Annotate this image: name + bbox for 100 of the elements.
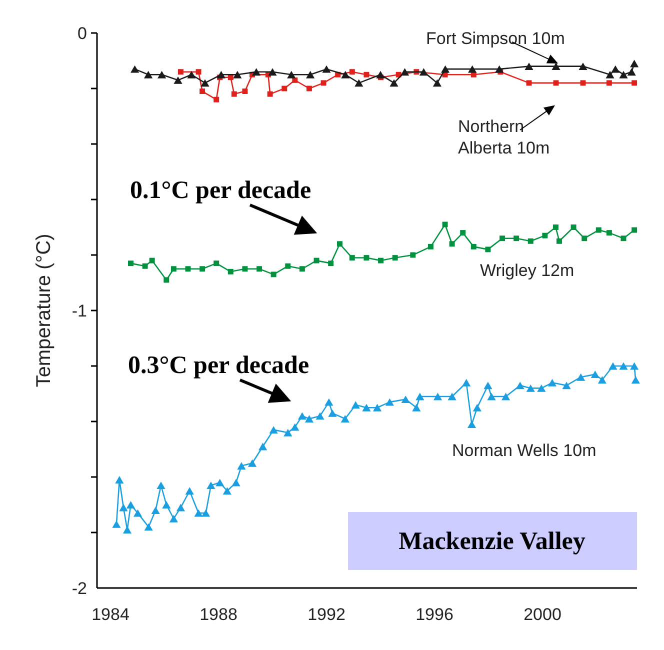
point: [526, 384, 535, 392]
point: [306, 70, 315, 78]
point: [468, 65, 477, 73]
point: [115, 476, 124, 484]
point: [619, 70, 628, 78]
caption-box: Mackenzie Valley: [348, 512, 637, 570]
point: [385, 398, 394, 406]
point: [619, 362, 628, 370]
point: [349, 255, 355, 261]
point: [390, 79, 398, 87]
point: [501, 392, 510, 400]
x-tick-label: 1988: [200, 605, 238, 624]
point: [528, 238, 534, 244]
point: [304, 415, 314, 422]
point: [392, 255, 398, 261]
point: [258, 442, 268, 450]
point: [306, 86, 312, 92]
x-tick-label: 1984: [92, 605, 130, 624]
point: [472, 404, 482, 412]
point: [495, 65, 504, 73]
point: [328, 260, 334, 266]
point: [632, 80, 638, 86]
point: [169, 514, 178, 522]
point: [606, 70, 614, 78]
point: [630, 362, 639, 370]
point: [448, 392, 456, 400]
point: [485, 246, 491, 252]
point: [206, 482, 216, 490]
point: [216, 70, 226, 78]
point: [194, 509, 203, 517]
point: [340, 415, 350, 422]
point: [460, 230, 466, 236]
point: [400, 68, 410, 76]
series-label: Norman Wells 10m: [452, 441, 596, 460]
point: [470, 244, 476, 250]
point: [364, 72, 370, 78]
point: [151, 506, 160, 514]
point: [620, 236, 626, 242]
point: [269, 426, 278, 434]
point: [162, 501, 171, 508]
point: [500, 236, 506, 242]
point: [576, 373, 586, 381]
point: [231, 91, 237, 97]
point: [216, 478, 224, 486]
point: [580, 80, 586, 86]
point: [608, 362, 618, 370]
point: [582, 236, 588, 242]
point: [284, 428, 292, 436]
point: [287, 70, 296, 78]
point: [467, 420, 476, 428]
point: [484, 382, 492, 390]
point: [578, 62, 588, 70]
point: [606, 230, 612, 236]
point: [441, 65, 450, 73]
point: [142, 263, 148, 269]
point: [256, 266, 262, 272]
point: [299, 266, 305, 272]
point: [200, 266, 206, 272]
point: [419, 68, 428, 76]
point: [149, 258, 155, 264]
point: [462, 378, 471, 386]
point: [285, 263, 291, 269]
point: [542, 232, 548, 238]
point: [228, 268, 234, 274]
point: [316, 412, 324, 420]
point: [144, 523, 153, 531]
point: [630, 60, 639, 68]
annotation: 0.3°C per decade: [128, 352, 310, 379]
point: [242, 266, 248, 272]
point: [214, 96, 220, 102]
point: [526, 80, 532, 86]
point: [268, 68, 277, 76]
point: [378, 258, 384, 264]
point: [196, 69, 202, 75]
point: [632, 227, 638, 233]
point: [144, 70, 153, 78]
point: [248, 459, 257, 467]
point: [200, 88, 206, 94]
point: [487, 392, 496, 400]
point: [552, 224, 558, 230]
point: [320, 80, 326, 86]
point: [156, 482, 166, 490]
point: [133, 509, 142, 517]
point: [376, 70, 385, 78]
y-axis-title: Temperature (°C): [33, 234, 55, 388]
point: [174, 76, 182, 84]
point: [242, 88, 248, 94]
point: [130, 65, 140, 73]
point: [590, 370, 600, 378]
point: [328, 409, 337, 417]
point: [516, 382, 524, 390]
point: [432, 79, 442, 87]
point: [200, 79, 210, 87]
point: [372, 404, 382, 412]
point: [282, 86, 288, 92]
point: [232, 478, 240, 486]
y-tick-label: -2: [72, 578, 87, 598]
point: [412, 404, 421, 412]
point: [416, 392, 424, 400]
point: [362, 404, 371, 412]
